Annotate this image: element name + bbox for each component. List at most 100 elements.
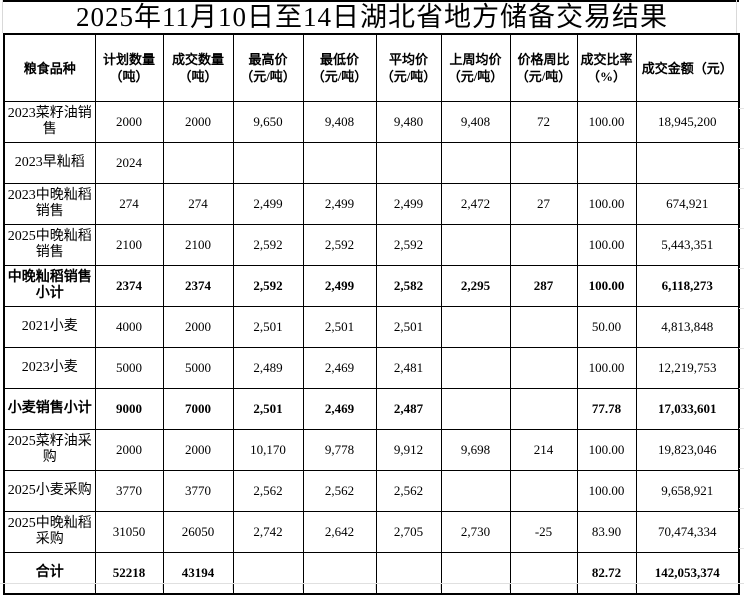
- table-cell: [509, 142, 578, 184]
- table-cell: 100.00: [576, 347, 637, 389]
- table-cell: [576, 142, 637, 184]
- table-cell: 2,499: [302, 183, 377, 225]
- table-cell: 9,408: [302, 101, 377, 143]
- table-cell: 2374: [94, 265, 164, 307]
- table-row: 2023中晚籼稻销售 274 274 2,499 2,499 2,499 2,472 27 10…: [3, 183, 740, 225]
- table-cell: 2,582: [375, 265, 442, 307]
- table-cell: 9000: [94, 388, 164, 430]
- table-cell: [440, 224, 511, 266]
- grid-line: [635, 583, 636, 590]
- table-cell: 19,823,046: [635, 429, 740, 471]
- table-cell: 100.00: [576, 429, 637, 471]
- grid-line: [739, 108, 744, 109]
- table-cell: 18,945,200: [635, 101, 740, 143]
- column-header: 最高价 （元/吨）: [232, 33, 304, 102]
- table-cell: [440, 552, 511, 595]
- table-cell: 2,469: [302, 388, 377, 430]
- table-cell: 2000: [162, 306, 234, 348]
- table-cell: 9,698: [440, 429, 511, 471]
- table-cell: 2024: [94, 142, 164, 184]
- table-cell: 2374: [162, 265, 234, 307]
- column-header: 成交数量 （吨）: [162, 33, 234, 102]
- table-cell: 2,481: [375, 347, 442, 389]
- column-header: 价格周比 （元/吨）: [509, 33, 578, 102]
- table-cell: 9,480: [375, 101, 442, 143]
- table-cell: [440, 142, 511, 184]
- table-cell: 9,650: [232, 101, 304, 143]
- table-cell: 9,778: [302, 429, 377, 471]
- table-cell: 2,562: [302, 470, 377, 512]
- grid-line: [739, 228, 744, 229]
- grain-variety-cell: 2025中晚籼稻采购: [3, 511, 96, 553]
- grid-line: [375, 583, 376, 590]
- table-cell: 2,499: [302, 265, 377, 307]
- grain-variety-cell: 中晚籼稻销售小计: [3, 265, 96, 307]
- table-cell: 2,489: [232, 347, 304, 389]
- table-cell: 6,118,273: [635, 265, 740, 307]
- grain-variety-cell: 2025中晚籼稻销售: [3, 224, 96, 266]
- table-cell: 72: [509, 101, 578, 143]
- table-cell: 70,474,334: [635, 511, 740, 553]
- table-row: 2023小麦 5000 5000 2,489 2,469 2,481 100.00 12,21…: [3, 347, 740, 389]
- table-cell: 100.00: [576, 265, 637, 307]
- table-cell: 2,592: [375, 224, 442, 266]
- table-cell: 5000: [162, 347, 234, 389]
- table-cell: 2,295: [440, 265, 511, 307]
- table-cell: [375, 142, 442, 184]
- table-cell: [440, 347, 511, 389]
- table-cell: 100.00: [576, 101, 637, 143]
- grid-line: [2, 0, 3, 33]
- table-cell: 287: [509, 265, 578, 307]
- grid-line: [739, 348, 744, 349]
- table-cell: 2,592: [302, 224, 377, 266]
- table-cell: 50.00: [576, 306, 637, 348]
- column-header: 平均价 （元/吨）: [375, 33, 442, 102]
- title-top-border: [3, 0, 739, 2]
- table-cell: 5,443,351: [635, 224, 740, 266]
- table-cell: [509, 347, 578, 389]
- grain-variety-cell: 小麦销售小计: [3, 388, 96, 430]
- table-cell: 2,472: [440, 183, 511, 225]
- table-cell: 9,408: [440, 101, 511, 143]
- grid-line: [739, 268, 744, 269]
- table-cell: 2,501: [375, 306, 442, 348]
- grid-line: [739, 468, 744, 469]
- table-cell: -25: [509, 511, 578, 553]
- table-row: 2023菜籽油销售 2000 2000 9,650 9,408 9,480 9,408 72 1…: [3, 101, 740, 143]
- grain-variety-cell: 2025小麦采购: [3, 470, 96, 512]
- table-cell: 2,730: [440, 511, 511, 553]
- column-header: 上周均价 （元/吨）: [440, 33, 511, 102]
- table-cell: 2,592: [232, 265, 304, 307]
- table-cell: 674,921: [635, 183, 740, 225]
- table-row: 2025小麦采购 3770 3770 2,562 2,562 2,562 100.00 9,6…: [3, 470, 740, 512]
- grid-line: [739, 148, 744, 149]
- table-cell: 2,705: [375, 511, 442, 553]
- table-cell: 2,742: [232, 511, 304, 553]
- table-cell: 31050: [94, 511, 164, 553]
- column-header: 成交金额（元）: [635, 33, 740, 102]
- table-cell: 2,501: [302, 306, 377, 348]
- table-cell: 2100: [162, 224, 234, 266]
- table-cell: 12,219,753: [635, 347, 740, 389]
- column-header: 计划数量 （吨）: [94, 33, 164, 102]
- table-cell: [232, 552, 304, 595]
- page-title: 2025年11月10日至14日湖北省地方储备交易结果: [76, 2, 668, 32]
- table-cell: 100.00: [576, 470, 637, 512]
- table-cell: 9,658,921: [635, 470, 740, 512]
- grid-line: [739, 428, 744, 429]
- table-cell: 142,053,374: [635, 552, 740, 595]
- table-cell: 82.72: [576, 552, 637, 595]
- grid-line: [739, 188, 744, 189]
- grain-variety-cell: 2021小麦: [3, 306, 96, 348]
- grid-line: [302, 583, 303, 590]
- table-cell: 2,501: [232, 306, 304, 348]
- grid-line: [739, 388, 744, 389]
- table-row: 小麦销售小计 9000 7000 2,501 2,469 2,487 77.78 17,033…: [3, 388, 740, 430]
- table-cell: 27: [509, 183, 578, 225]
- grid-line: [0, 583, 744, 584]
- table-cell: [509, 224, 578, 266]
- grid-line: [739, 548, 744, 549]
- table-cell: 2,499: [375, 183, 442, 225]
- table-row: 2025中晚籼稻销售 2100 2100 2,592 2,592 2,592 100.00 5…: [3, 224, 740, 266]
